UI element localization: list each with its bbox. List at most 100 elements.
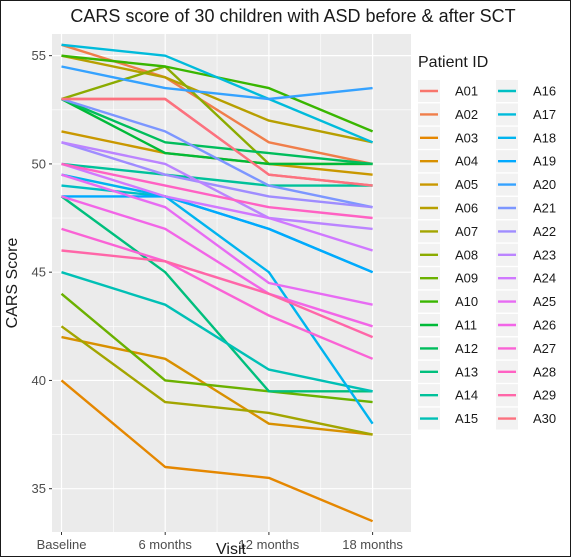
series-line-a22 <box>61 141 373 209</box>
legend-item-a28: A28 <box>496 360 556 383</box>
legend-label: A24 <box>533 271 556 286</box>
legend-label: A15 <box>455 411 478 426</box>
legend-label: A06 <box>455 201 478 216</box>
legend-label: A16 <box>533 84 556 99</box>
series-line-a04 <box>61 335 373 436</box>
series-line-a28 <box>61 162 373 220</box>
legend-label: A04 <box>455 154 478 169</box>
series-lines <box>60 43 374 523</box>
legend-label: A11 <box>455 318 477 333</box>
series-line-a25 <box>61 173 373 306</box>
legend-item-a15: A15 <box>418 407 478 430</box>
legend-item-a16: A16 <box>496 80 556 102</box>
legend-label: A13 <box>455 364 478 379</box>
y-axis-ticks: 35 40 45 50 55 <box>32 48 52 496</box>
legend-label: A10 <box>455 294 478 309</box>
legend: A01 A02 A03 A04 A05 A06 A07 A08 A09 A10 A11 A12 A13 A… <box>418 80 556 430</box>
legend-item-a20: A20 <box>496 173 556 196</box>
y-tick-label: 50 <box>32 156 46 171</box>
legend-label: A23 <box>533 247 556 262</box>
legend-label: A03 <box>455 130 478 145</box>
legend-item-a11: A11 <box>418 314 477 336</box>
legend-item-a17: A17 <box>496 103 556 126</box>
series-line-a24 <box>61 162 373 252</box>
legend-item-a18: A18 <box>496 126 556 149</box>
legend-item-a01: A01 <box>418 80 478 102</box>
legend-label: A25 <box>533 294 556 309</box>
legend-item-a19: A19 <box>496 150 556 173</box>
series-line-a29 <box>61 249 374 339</box>
series-line-a18 <box>61 173 374 425</box>
series-line-a15 <box>61 271 373 393</box>
legend-label: A26 <box>533 318 556 333</box>
legend-item-a10: A10 <box>418 290 478 313</box>
series-line-a21 <box>61 97 373 209</box>
legend-item-a13: A13 <box>418 360 478 383</box>
series-line-a06 <box>61 54 373 144</box>
legend-label: A05 <box>455 177 478 192</box>
legend-item-a14: A14 <box>418 384 478 407</box>
legend-label: A14 <box>455 388 478 403</box>
series-line-a30 <box>61 97 373 187</box>
legend-item-a06: A06 <box>418 197 478 219</box>
x-tick-label: 6 months <box>138 537 192 552</box>
legend-item-a27: A27 <box>496 337 556 360</box>
series-line-a12 <box>61 97 373 166</box>
legend-label: A30 <box>533 411 556 426</box>
legend-item-a30: A30 <box>496 407 556 430</box>
series-line-a20 <box>61 65 373 101</box>
legend-item-a24: A24 <box>496 267 556 290</box>
series-line-a07 <box>60 325 373 436</box>
y-tick-label: 35 <box>32 481 46 496</box>
legend-label: A17 <box>533 107 556 122</box>
legend-item-a08: A08 <box>418 243 478 266</box>
series-line-a19 <box>61 195 374 274</box>
legend-item-a21: A21 <box>496 197 556 219</box>
legend-item-a03: A03 <box>418 126 478 149</box>
legend-item-a26: A26 <box>496 314 556 336</box>
legend-label: A22 <box>533 224 556 239</box>
x-tick-label: Baseline <box>37 537 87 552</box>
series-line-a27 <box>61 227 374 360</box>
x-axis-ticks: Baseline 6 months 12 months 18 months <box>37 532 403 552</box>
legend-label: A27 <box>533 341 556 356</box>
legend-title: Patient ID <box>418 54 488 71</box>
legend-label: A19 <box>533 154 556 169</box>
legend-item-a23: A23 <box>496 243 556 266</box>
legend-label: A07 <box>455 224 478 239</box>
series-line-a23 <box>61 141 373 231</box>
y-tick-label: 55 <box>32 48 46 63</box>
legend-label: A29 <box>533 388 556 403</box>
series-line-a13 <box>60 195 373 393</box>
series-line-a03 <box>60 379 374 523</box>
legend-label: A28 <box>533 364 556 379</box>
x-axis-title: Visit <box>216 541 246 557</box>
series-line-a14 <box>61 162 373 187</box>
legend-item-a22: A22 <box>496 220 556 243</box>
chart-title: CARS score of 30 children with ASD befor… <box>70 6 515 26</box>
legend-item-a05: A05 <box>418 173 478 196</box>
legend-label: A09 <box>455 271 478 286</box>
legend-item-a29: A29 <box>496 384 556 407</box>
legend-item-a12: A12 <box>418 337 478 360</box>
legend-item-a25: A25 <box>496 290 556 313</box>
legend-item-a04: A04 <box>418 150 478 173</box>
y-tick-label: 40 <box>32 373 46 388</box>
x-tick-label: 18 months <box>342 537 403 552</box>
y-tick-label: 45 <box>32 265 46 280</box>
minor-gridlines <box>52 34 411 532</box>
major-gridlines <box>52 34 411 532</box>
legend-label: A12 <box>455 341 478 356</box>
legend-label: A08 <box>455 247 478 262</box>
legend-label: A18 <box>533 130 556 145</box>
y-axis-title: CARS Score <box>4 238 21 329</box>
legend-item-a09: A09 <box>418 267 478 290</box>
legend-item-a07: A07 <box>418 220 478 243</box>
x-tick-label: 12 months <box>239 537 300 552</box>
series-line-a26 <box>61 195 373 328</box>
legend-label: A01 <box>455 84 478 99</box>
legend-label: A02 <box>455 107 478 122</box>
series-line-a17 <box>61 43 374 144</box>
legend-label: A21 <box>533 201 556 216</box>
